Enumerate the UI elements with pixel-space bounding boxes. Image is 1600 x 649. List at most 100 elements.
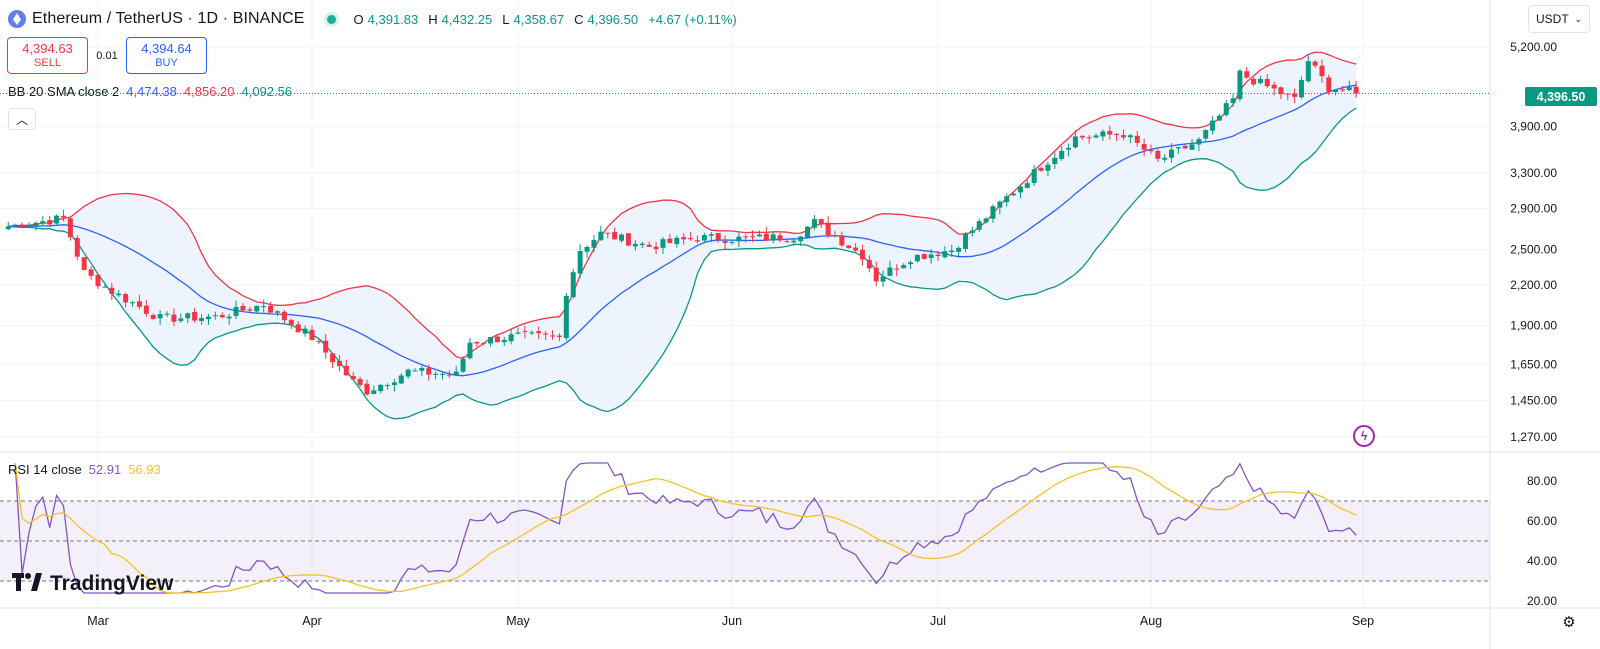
candle-body bbox=[1011, 193, 1017, 196]
buy-price: 4,394.64 bbox=[141, 41, 192, 56]
price-tick-label: 1,900.00 bbox=[1510, 319, 1557, 333]
candle-body bbox=[123, 293, 129, 303]
candle-body bbox=[1031, 169, 1037, 183]
time-tick-label: Jul bbox=[930, 614, 946, 628]
candle-body bbox=[295, 324, 301, 333]
candle-body bbox=[625, 233, 631, 246]
candle-body bbox=[722, 240, 728, 243]
candle-body bbox=[281, 311, 287, 321]
candle-body bbox=[164, 313, 170, 315]
candle-body bbox=[935, 254, 941, 257]
candle-body bbox=[467, 342, 473, 359]
candle-body bbox=[839, 235, 845, 246]
time-axis: Mar Apr May Jun Jul Aug Sep bbox=[87, 614, 1374, 628]
chevron-up-icon: ︿ bbox=[15, 112, 28, 127]
candle-body bbox=[240, 305, 246, 311]
candle-body bbox=[1278, 87, 1284, 95]
candle-body bbox=[336, 360, 342, 367]
candlestick-series bbox=[0, 55, 1490, 396]
candle-body bbox=[729, 241, 735, 243]
candle-body bbox=[205, 316, 211, 320]
rsi-pane: 80.00 60.00 40.00 20.00 bbox=[0, 462, 1557, 608]
candle-body bbox=[784, 241, 790, 243]
candle-body bbox=[1319, 65, 1325, 77]
rsi-tick-label: 40.00 bbox=[1527, 554, 1557, 568]
candle-body bbox=[866, 259, 872, 269]
buy-button[interactable]: 4,394.64 BUY bbox=[126, 37, 207, 74]
gear-icon[interactable]: ⚙ bbox=[1562, 614, 1576, 631]
candle-body bbox=[694, 240, 700, 242]
symbol-header: Ethereum / TetherUS · 1D · BINANCE O 4,39… bbox=[8, 8, 743, 30]
candle-body bbox=[5, 226, 11, 230]
candle-body bbox=[791, 240, 797, 243]
candle-body bbox=[433, 373, 439, 375]
candle-body bbox=[474, 342, 480, 344]
bollinger-legend[interactable]: BB 20 SMA close 2 4,474.38 4,856.20 4,09… bbox=[8, 84, 292, 99]
candle-body bbox=[1326, 77, 1332, 92]
candle-body bbox=[453, 371, 459, 376]
candle-body bbox=[529, 332, 535, 334]
rsi-tick-label: 20.00 bbox=[1527, 594, 1557, 608]
candle-body bbox=[268, 305, 274, 313]
candle-body bbox=[522, 331, 528, 333]
currency-selector[interactable]: USDT ⌄ bbox=[1528, 5, 1590, 33]
candle-body bbox=[570, 272, 576, 298]
candle-body bbox=[688, 238, 694, 240]
bb-lower-value: 4,092.56 bbox=[241, 84, 293, 99]
bb-basis-value: 4,474.38 bbox=[126, 84, 177, 99]
lightning-icon[interactable]: ϟ bbox=[1353, 425, 1375, 447]
collapse-legend-button[interactable]: ︿ bbox=[8, 108, 36, 130]
candle-body bbox=[976, 221, 982, 230]
candle-body bbox=[1196, 139, 1202, 145]
symbol-title[interactable]: Ethereum / TetherUS · 1D · BINANCE bbox=[32, 10, 305, 27]
candle-body bbox=[33, 222, 39, 227]
last-price-tag: 4,396.50 bbox=[1525, 87, 1597, 106]
candle-body bbox=[219, 314, 225, 318]
candle-body bbox=[681, 237, 687, 240]
candle-body bbox=[880, 276, 886, 282]
candle-body bbox=[460, 358, 466, 372]
candle-body bbox=[40, 221, 46, 224]
candle-body bbox=[488, 337, 494, 344]
candle-body bbox=[667, 238, 673, 244]
rsi-legend[interactable]: RSI 14 close 52.91 56.93 bbox=[8, 462, 161, 477]
candle-body bbox=[1264, 78, 1270, 87]
candle-body bbox=[818, 219, 824, 224]
candle-body bbox=[577, 251, 583, 274]
candle-body bbox=[1086, 137, 1092, 139]
candle-body bbox=[323, 340, 329, 353]
candle-body bbox=[515, 332, 521, 334]
price-tick-label: 2,900.00 bbox=[1510, 202, 1557, 216]
candle-body bbox=[949, 250, 955, 253]
candle-body bbox=[942, 251, 948, 258]
sell-button[interactable]: 4,394.63 SELL bbox=[7, 37, 88, 74]
candle-body bbox=[550, 335, 556, 337]
candle-body bbox=[88, 269, 94, 276]
time-tick-label: Jun bbox=[722, 614, 742, 628]
rsi-line bbox=[14, 462, 1357, 594]
candle-body bbox=[1216, 115, 1222, 121]
candle-body bbox=[639, 243, 645, 246]
open-label: O bbox=[353, 11, 364, 27]
change-value: +4.67 (+0.11%) bbox=[648, 11, 737, 27]
candle-body bbox=[1024, 183, 1030, 188]
candle-body bbox=[47, 220, 53, 225]
time-tick-label: Sep bbox=[1352, 614, 1374, 628]
candle-body bbox=[591, 239, 597, 248]
candle-body bbox=[508, 334, 514, 342]
candle-body bbox=[1298, 80, 1304, 98]
tradingview-logo[interactable]: TradingView bbox=[12, 571, 173, 597]
candle-body bbox=[1148, 150, 1154, 152]
low-label: L bbox=[502, 11, 510, 27]
candle-body bbox=[171, 314, 177, 322]
currency-label: USDT bbox=[1536, 12, 1569, 26]
candle-body bbox=[405, 369, 411, 377]
candle-body bbox=[914, 254, 920, 262]
candle-body bbox=[1285, 93, 1291, 95]
candle-body bbox=[921, 254, 927, 259]
candle-body bbox=[1223, 103, 1229, 116]
candle-body bbox=[543, 333, 549, 335]
candle-body bbox=[288, 319, 294, 325]
low-value: 4,358.67 bbox=[513, 11, 565, 27]
